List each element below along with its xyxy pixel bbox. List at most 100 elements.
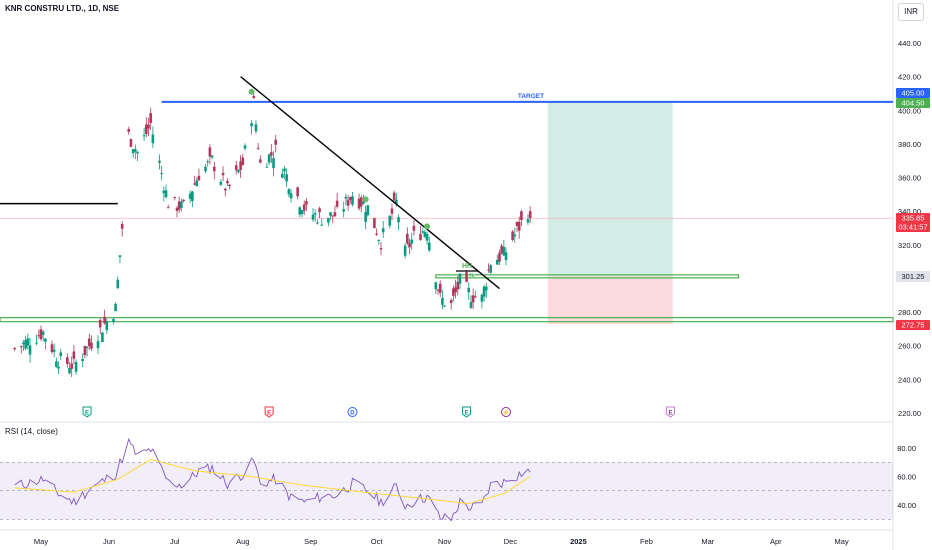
candle-body xyxy=(362,201,365,204)
rsi-tick-label: 60.00 xyxy=(897,473,916,482)
candle-body xyxy=(173,196,177,198)
candle-body xyxy=(59,352,63,357)
candle-body xyxy=(182,199,185,202)
candle-body xyxy=(520,211,523,220)
candle-body xyxy=(526,219,530,223)
candle-body xyxy=(287,189,291,195)
time-tick-label: May xyxy=(34,537,48,546)
candle-body xyxy=(388,215,392,226)
time-tick-label: Apr xyxy=(770,537,782,546)
price-tick-label: 220.00 xyxy=(898,409,921,418)
candle-body xyxy=(311,214,315,220)
candle-body xyxy=(489,265,492,273)
candle-body xyxy=(482,286,486,297)
time-tick-label: Sep xyxy=(304,537,317,546)
trendline xyxy=(240,76,500,290)
time-tick-label: Nov xyxy=(438,537,452,546)
price-tick-label: 380.00 xyxy=(898,140,921,149)
candle-body xyxy=(90,342,93,349)
candle-body xyxy=(377,239,381,241)
event-marker-earnings-green xyxy=(82,406,92,418)
price-tick-label: 360.00 xyxy=(898,174,921,183)
event-letter: E xyxy=(669,411,673,417)
candle-body xyxy=(208,147,212,157)
candle-body xyxy=(70,363,74,369)
candle-body xyxy=(87,338,91,347)
event-marker-earnings-red xyxy=(264,406,274,418)
rsi-title: RSI (14, close) xyxy=(5,427,58,436)
candle-body xyxy=(57,366,60,369)
candle-body xyxy=(449,299,453,304)
candle-body xyxy=(41,331,45,335)
candle-body xyxy=(320,224,324,226)
candle-body xyxy=(406,233,409,244)
target-label: TARGET xyxy=(518,93,544,100)
candle-body xyxy=(142,135,146,137)
stop-badge: 272.75 xyxy=(902,321,925,330)
candle-body xyxy=(333,212,337,217)
candle-body xyxy=(454,287,457,293)
candle-body xyxy=(81,358,84,362)
price-tick-label: 320.00 xyxy=(898,241,921,250)
candle-body xyxy=(346,199,350,206)
candle-body xyxy=(228,184,231,187)
event-letter: E xyxy=(85,411,89,417)
event-marker-dividend xyxy=(347,407,358,417)
candle-body xyxy=(410,239,414,244)
candle-body xyxy=(502,246,506,256)
candle-body xyxy=(239,161,242,170)
candle-body xyxy=(327,218,330,223)
candle-body xyxy=(256,147,260,149)
candle-body xyxy=(335,200,339,207)
candle-body xyxy=(504,252,508,261)
candle-body xyxy=(134,149,137,152)
candle-body xyxy=(162,190,166,194)
candle-body xyxy=(441,297,444,305)
candle-body xyxy=(22,342,25,345)
candle-body xyxy=(267,154,271,163)
candle-body xyxy=(164,190,168,198)
time-tick-label: Feb xyxy=(640,537,653,546)
rsi-ma-line xyxy=(14,458,531,505)
candle-body xyxy=(136,151,139,154)
entry-badge-bg xyxy=(896,271,930,282)
candle-body xyxy=(379,248,383,250)
candle-body xyxy=(197,175,201,181)
candle-body xyxy=(528,211,532,219)
candle-body xyxy=(375,233,378,235)
candle-body xyxy=(19,346,23,348)
candle-body xyxy=(359,197,363,207)
currency-selector[interactable]: INR xyxy=(898,3,924,21)
price-tick-label: 260.00 xyxy=(898,342,921,351)
event-marker-split xyxy=(501,407,512,417)
candle-body xyxy=(193,183,196,185)
candle-body xyxy=(480,294,484,302)
candle-body xyxy=(39,329,43,340)
candle-body xyxy=(298,207,302,215)
candle-body xyxy=(204,166,207,172)
candle-body xyxy=(348,197,352,200)
candle-body xyxy=(144,124,148,134)
candle-body xyxy=(467,287,471,293)
candle-body xyxy=(131,149,135,154)
candle-body xyxy=(366,205,370,216)
candle-body xyxy=(484,286,488,291)
candle-body xyxy=(252,95,256,99)
candle-body xyxy=(188,193,192,199)
candle-body xyxy=(465,272,468,282)
time-tick-label: Jun xyxy=(103,537,115,546)
target-upper-badge-bg xyxy=(896,88,930,98)
candle-body xyxy=(180,201,183,209)
price-tick-label: 280.00 xyxy=(898,308,921,317)
target-upper-badge: 405.00 xyxy=(902,89,925,98)
candle-body xyxy=(274,139,278,145)
candle-body xyxy=(66,357,69,365)
candle-body xyxy=(517,221,521,231)
candle-body xyxy=(259,159,262,163)
candle-body xyxy=(511,231,514,240)
price-tick-label: 400.00 xyxy=(898,106,921,115)
candle-body xyxy=(158,160,161,163)
touch-point-marker xyxy=(362,196,369,203)
target-lower-badge-bg xyxy=(896,98,930,108)
